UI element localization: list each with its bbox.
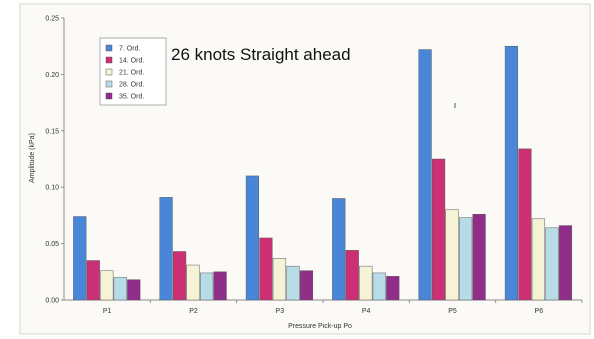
bar-3-p4 <box>359 265 373 301</box>
y-tick-label: 0.25 <box>45 16 59 23</box>
bar-5-p3 <box>299 270 314 301</box>
chart-annotation: 26 knots Straight ahead <box>171 45 351 64</box>
bar-4-p5 <box>459 217 473 301</box>
bar-2-p5 <box>432 158 446 301</box>
x-tick-label: P4 <box>362 308 371 315</box>
y-tick-label: 0.00 <box>45 298 59 305</box>
bar-1-p4 <box>332 198 346 301</box>
bar-3-p6 <box>531 218 546 301</box>
bar-4-p4 <box>372 272 386 301</box>
x-tick-label: P3 <box>276 308 285 315</box>
bar-3-p2 <box>186 264 200 301</box>
bar-4-p6 <box>545 227 559 301</box>
bar-2-p4 <box>345 250 359 301</box>
y-axis-title: Amplitude (kPa) <box>29 133 36 183</box>
bar-1-p1 <box>73 216 87 301</box>
bar-5-p5 <box>472 214 486 301</box>
legend-label: 7. Ord. <box>119 46 140 53</box>
bar-1-p2 <box>159 197 173 301</box>
y-tick-label: 0.20 <box>45 72 59 79</box>
legend-swatch <box>105 44 113 52</box>
bar-2-p1 <box>86 260 100 301</box>
x-tick-label: P1 <box>103 308 112 315</box>
bar-5-p1 <box>127 279 141 301</box>
legend-label: 14. Ord. <box>119 58 144 65</box>
legend-swatch <box>105 92 113 100</box>
legend: 7. Ord. 14. Ord. 21. Ord. 28. Ord. 35. Ord. <box>99 37 167 106</box>
legend-label: 21. Ord. <box>119 70 144 77</box>
bar-1-p5 <box>418 49 432 301</box>
bar-1-p6 <box>504 45 519 301</box>
legend-label: 35. Ord. <box>119 94 144 101</box>
legend-label: 28. Ord. <box>119 82 144 89</box>
x-axis-ticks: P1 P2 P3 P4 P5 P6 <box>103 300 583 315</box>
bar-1-p3 <box>245 175 260 301</box>
x-tick-label: P2 <box>189 308 198 315</box>
legend-swatch <box>105 80 113 88</box>
y-tick-label: 0.15 <box>45 128 59 135</box>
x-axis-title: Pressure Pick-up Po <box>288 323 352 330</box>
bar-5-p2 <box>213 271 227 301</box>
bar-4-p1 <box>113 277 127 301</box>
bar-4-p2 <box>200 272 214 301</box>
bar-3-p5 <box>445 209 459 301</box>
bar-5-p4 <box>386 276 400 301</box>
legend-swatch <box>105 68 113 76</box>
bar-3-p3 <box>272 258 287 301</box>
bars <box>73 45 573 301</box>
x-tick-label: P6 <box>535 308 544 315</box>
y-tick-label: 0.10 <box>45 185 59 192</box>
y-tick-label: 0.05 <box>45 241 59 248</box>
bar-2-p3 <box>259 237 273 301</box>
bar-2-p6 <box>518 148 532 301</box>
bar-2-p2 <box>173 251 187 301</box>
bar-4-p3 <box>286 265 300 301</box>
y-axis-ticks: 0.00 0.05 0.10 0.15 0.20 0.25 <box>45 16 64 305</box>
x-tick-label: P5 <box>448 308 457 315</box>
bar-5-p6 <box>558 225 573 301</box>
bar-3-p1 <box>100 270 114 301</box>
legend-swatch <box>105 56 113 64</box>
